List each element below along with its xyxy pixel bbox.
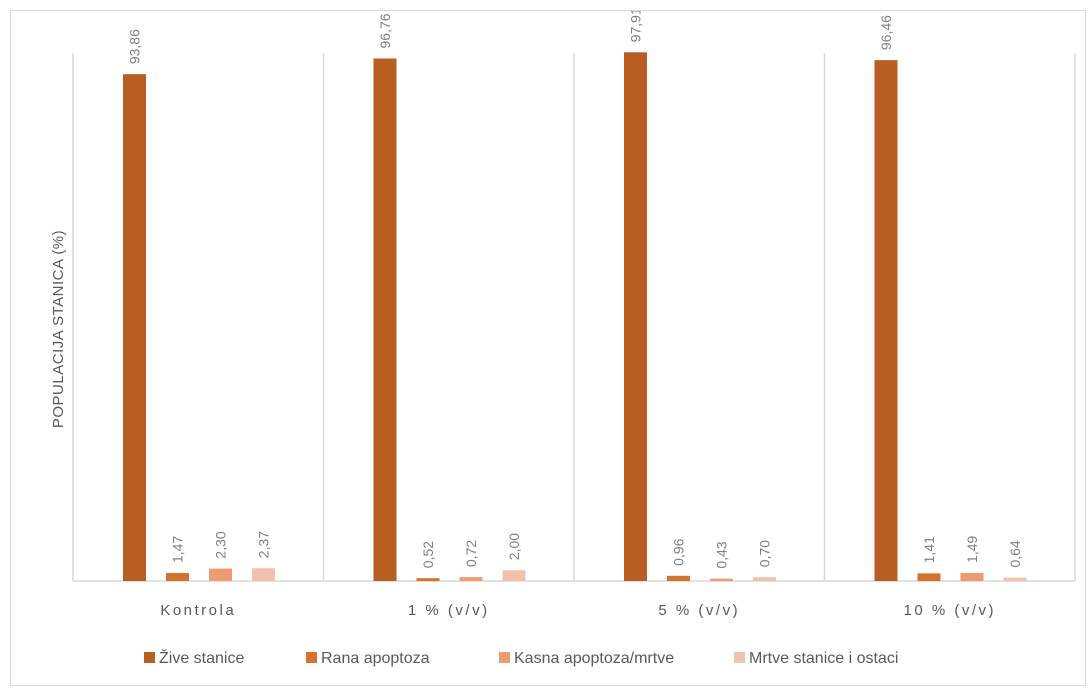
legend-swatch <box>144 652 155 663</box>
data-label: 2,37 <box>256 531 272 558</box>
bar <box>502 570 526 581</box>
data-label: 1,49 <box>964 535 980 562</box>
legend-swatch <box>499 652 510 663</box>
y-axis-label: POPULACIJA STANICA (%) <box>50 230 67 428</box>
data-label: 0,96 <box>671 538 687 565</box>
data-label: 1,41 <box>921 536 937 563</box>
bar <box>459 577 483 581</box>
category-labels-group: Kontrola 1 % (v/v) 5 % (v/v) 10 % (v/v) <box>160 602 996 619</box>
data-label: 96,76 <box>377 13 393 48</box>
chart-frame: 93,86 1,47 2,30 2,37 96,76 0,52 0,72 2,00 97,91 0… <box>10 10 1086 686</box>
data-label: 2,00 <box>506 533 522 560</box>
data-label: 0,52 <box>420 541 436 568</box>
bar <box>667 575 690 581</box>
category-separators <box>72 53 1076 581</box>
data-label: 0,70 <box>757 540 773 567</box>
bar <box>1003 577 1027 581</box>
data-label: 93,86 <box>127 29 143 64</box>
bar <box>624 52 647 581</box>
data-label: 0,43 <box>714 541 730 568</box>
bar <box>209 568 232 581</box>
bar <box>373 58 397 582</box>
category-label: 5 % (v/v) <box>658 602 740 619</box>
bars-group <box>123 52 1027 582</box>
bar <box>917 573 941 581</box>
bar <box>252 568 275 581</box>
bar <box>416 578 440 581</box>
legend-swatch <box>306 652 317 663</box>
data-label: 0,72 <box>463 540 479 567</box>
legend: Žive stanice Rana apoptoza Kasna apoptoza/… <box>144 648 898 667</box>
legend-label: Žive stanice <box>159 648 244 667</box>
legend-label: Rana apoptoza <box>321 650 430 667</box>
bar <box>753 577 776 581</box>
bar <box>123 74 146 581</box>
data-label: 2,30 <box>213 531 229 558</box>
data-label: 97,91 <box>628 11 644 42</box>
bar-chart: 93,86 1,47 2,30 2,37 96,76 0,52 0,72 2,00 97,91 0… <box>50 11 1076 667</box>
legend-swatch <box>734 652 745 663</box>
bar <box>960 572 984 581</box>
bar <box>874 60 898 581</box>
legend-label: Kasna apoptoza/mrtve <box>514 650 674 667</box>
category-label: Kontrola <box>160 602 236 619</box>
data-label: 96,46 <box>878 15 894 50</box>
data-label: 0,64 <box>1007 540 1023 567</box>
data-labels-group: 93,86 1,47 2,30 2,37 96,76 0,52 0,72 2,00 97,91 0… <box>127 11 1024 569</box>
category-label: 10 % (v/v) <box>903 602 996 619</box>
data-label: 1,47 <box>170 536 186 563</box>
category-label: 1 % (v/v) <box>408 602 490 619</box>
bar <box>166 573 189 581</box>
bar <box>710 578 733 581</box>
legend-label: Mrtve stanice i ostaci <box>749 650 898 667</box>
